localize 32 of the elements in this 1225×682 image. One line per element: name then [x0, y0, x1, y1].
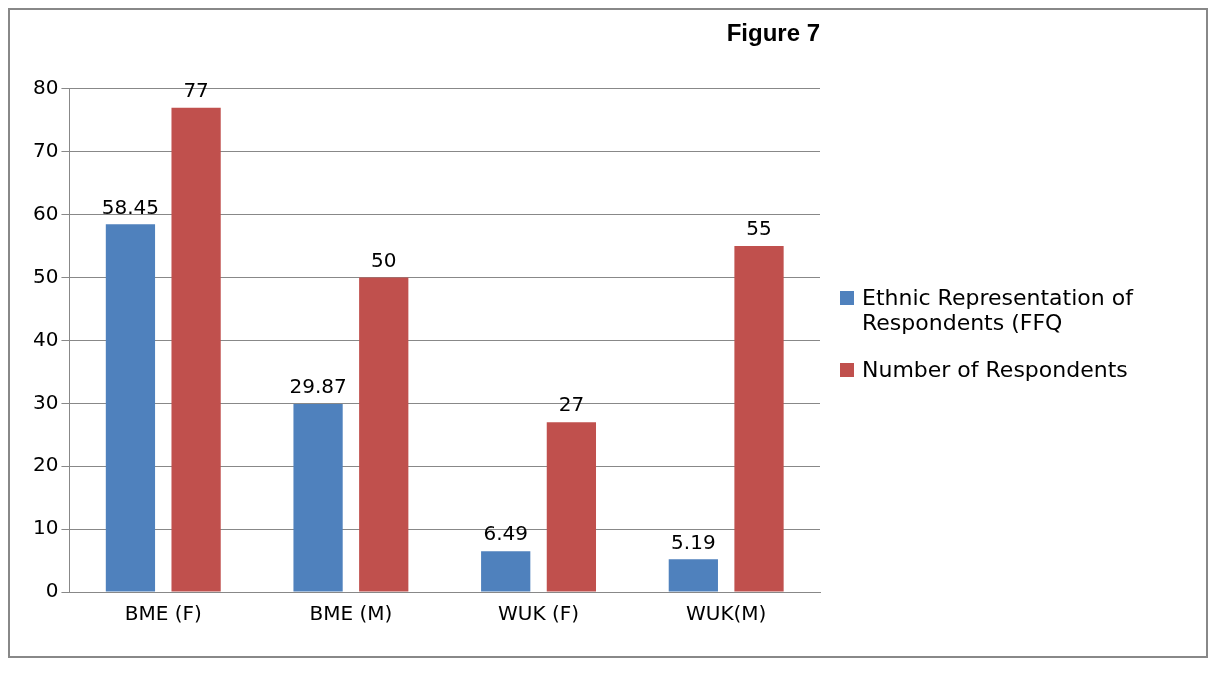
data-label: 50 — [371, 247, 397, 272]
bar — [481, 551, 531, 592]
data-label: 6.49 — [483, 521, 528, 546]
data-label: 5.19 — [671, 529, 716, 554]
y-tick-label: 80 — [33, 75, 59, 99]
y-tick-label: 70 — [33, 137, 59, 162]
chart-title: Figure 7 — [726, 19, 820, 47]
y-tick-label: 40 — [33, 326, 59, 351]
bar — [734, 246, 784, 592]
y-tick-label: 50 — [33, 263, 59, 288]
y-tick-label: 10 — [33, 515, 59, 540]
data-label: 58.45 — [101, 194, 160, 219]
x-tick-label: WUK (F) — [498, 601, 580, 626]
x-tick-label: BME (F) — [124, 601, 202, 626]
x-tick-label: WUK(M) — [685, 601, 767, 626]
x-tick-label: BME (M) — [309, 601, 393, 626]
data-label: 27 — [558, 392, 585, 417]
legend-label: Number of Respondents — [862, 356, 1128, 382]
data-label: 55 — [746, 216, 772, 241]
bar — [668, 559, 718, 592]
y-tick-label: 60 — [33, 200, 59, 225]
data-label: 29.87 — [289, 374, 347, 399]
data-label: 77 — [183, 77, 209, 102]
y-tick-label: 0 — [45, 578, 59, 603]
y-tick-label: 20 — [33, 452, 59, 477]
bar — [105, 224, 156, 592]
bar — [546, 422, 597, 592]
y-tick-label: 30 — [33, 389, 59, 414]
legend-label: Ethnic Representation of Respondents (FFQ — [862, 284, 1135, 335]
bar — [359, 277, 409, 592]
bar — [293, 404, 343, 592]
bar — [171, 107, 221, 592]
